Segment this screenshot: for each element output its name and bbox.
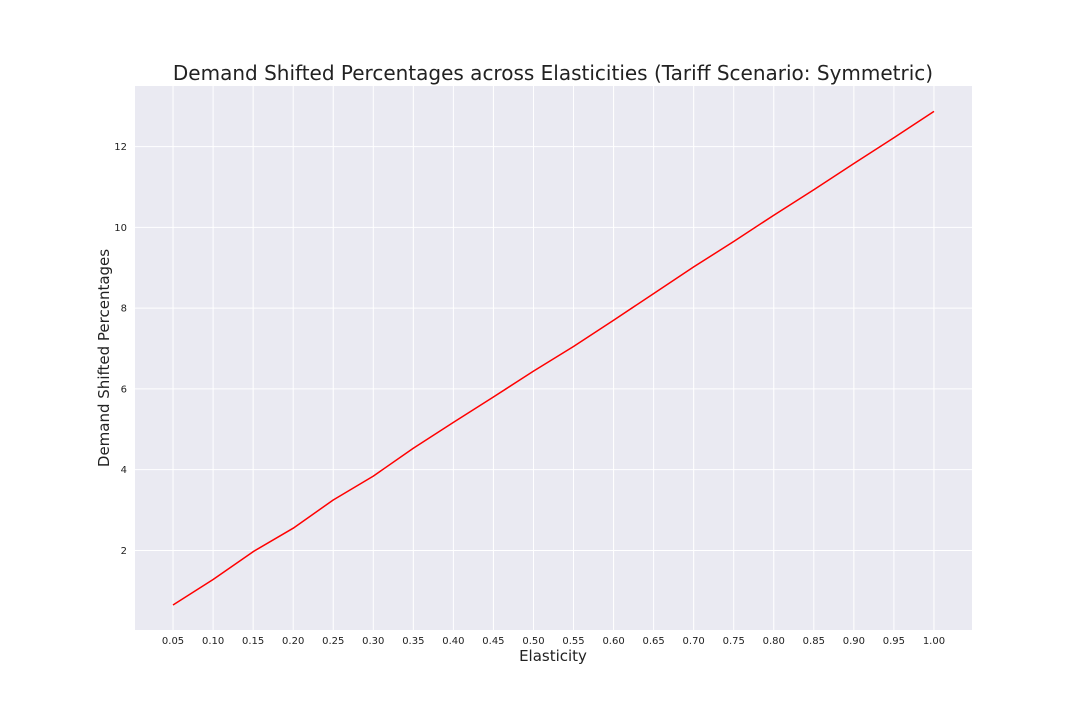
y-tick-label: 6	[121, 384, 127, 395]
x-tick-label: 0.75	[723, 636, 745, 647]
x-axis-label: Elasticity	[519, 647, 587, 665]
x-tick-label: 1.00	[923, 636, 945, 647]
y-tick-label: 10	[114, 223, 127, 234]
x-tick-label: 0.60	[602, 636, 624, 647]
x-tick-label: 0.40	[442, 636, 464, 647]
x-tick-label: 0.45	[482, 636, 504, 647]
y-tick-label: 12	[114, 142, 127, 153]
x-tick-label: 0.30	[362, 636, 384, 647]
x-tick-label: 0.90	[843, 636, 865, 647]
x-tick-label: 0.25	[322, 636, 344, 647]
x-tick-label: 0.70	[683, 636, 705, 647]
x-tick-label: 0.05	[162, 636, 184, 647]
x-tick-label: 0.20	[282, 636, 304, 647]
y-axis-label: Demand Shifted Percentages	[95, 249, 113, 467]
x-tick-label: 0.95	[883, 636, 905, 647]
x-tick-label: 0.10	[202, 636, 224, 647]
series-layer	[172, 110, 935, 606]
x-tick-label: 0.85	[803, 636, 825, 647]
y-axis-ticks: 2 4 6 8 10 12	[114, 142, 127, 557]
x-tick-label: 0.80	[763, 636, 785, 647]
x-tick-label: 0.35	[402, 636, 424, 647]
grid-lines	[135, 86, 972, 630]
x-tick-label: 0.55	[562, 636, 584, 647]
chart-title: Demand Shifted Percentages across Elasti…	[173, 61, 933, 85]
y-tick-label: 2	[121, 546, 127, 557]
x-tick-label: 0.15	[242, 636, 264, 647]
x-axis-ticks: 0.05 0.10 0.15 0.20 0.25 0.30 0.35 0.40 0.45 0.50…	[162, 636, 945, 647]
series-line	[172, 110, 935, 606]
y-tick-label: 4	[121, 465, 127, 476]
y-tick-label: 8	[121, 304, 127, 315]
x-tick-label: 0.65	[642, 636, 664, 647]
x-tick-label: 0.50	[522, 636, 544, 647]
